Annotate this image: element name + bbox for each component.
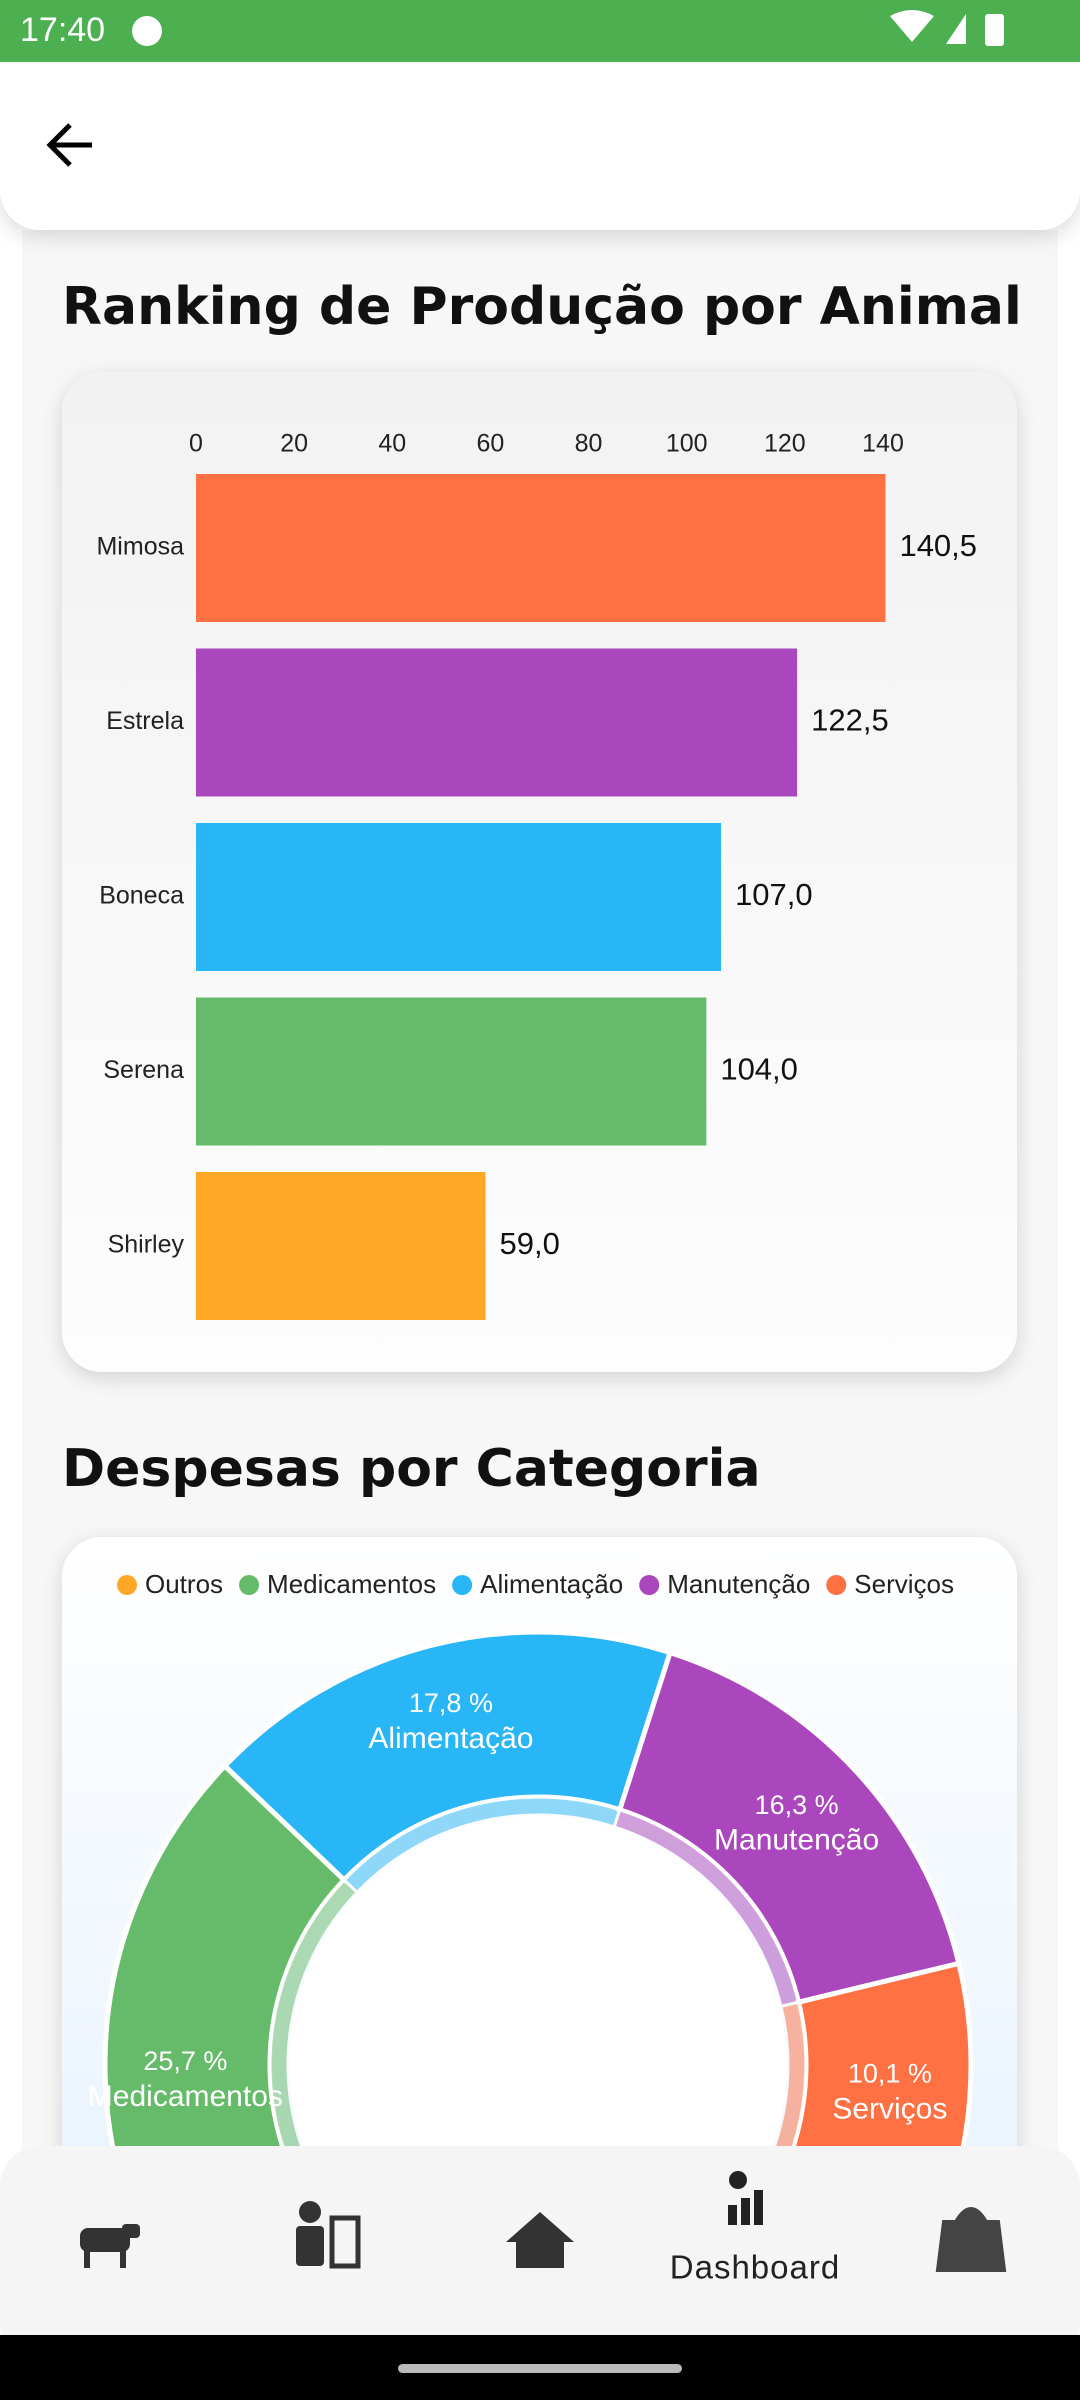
legend-label: Alimentação <box>480 1569 623 1599</box>
legend-marker <box>826 1575 847 1595</box>
slice-percent: 25,7 % <box>143 2046 227 2076</box>
donut-hole <box>289 1816 787 2146</box>
status-bar <box>0 0 1080 62</box>
slice-label: Manutenção <box>714 1824 879 1857</box>
bar <box>196 648 798 797</box>
category-label: Mimosa <box>96 533 184 561</box>
value-label: 59,0 <box>500 1226 560 1261</box>
legend-label: Manutenção <box>667 1569 810 1599</box>
wifi-icon <box>890 10 934 42</box>
legend-marker <box>239 1575 260 1595</box>
donut-slice-inner <box>772 2000 808 2146</box>
value-label: 140,5 <box>899 528 977 563</box>
bar <box>196 997 707 1146</box>
bar <box>196 823 722 971</box>
value-label: 107,0 <box>735 877 813 912</box>
x-tick-label: 140 <box>862 430 904 458</box>
legend-label: Medicamentos <box>267 1569 436 1599</box>
value-label: 104,0 <box>720 1052 798 1087</box>
signal-icon <box>946 14 966 44</box>
legend-marker <box>452 1575 473 1595</box>
category-label: Boneca <box>99 882 184 910</box>
bar <box>196 474 886 622</box>
status-time: 17:40 <box>20 11 105 49</box>
battery-icon <box>985 14 1004 46</box>
nav-farmer[interactable] <box>296 2201 361 2269</box>
slice-label: Medicamentos <box>88 2080 283 2113</box>
legend-label: Serviços <box>854 1569 954 1599</box>
x-tick-label: 20 <box>280 430 308 458</box>
value-label: 122,5 <box>811 703 889 738</box>
category-label: Shirley <box>108 1231 185 1259</box>
x-tick-label: 40 <box>378 430 406 458</box>
slice-percent: 16,3 % <box>755 1790 839 1820</box>
status-icon <box>132 16 162 46</box>
legend-label: Outros <box>145 1569 223 1599</box>
chart-title: Despesas por Categoria <box>62 1439 761 1499</box>
home-indicator <box>398 2364 682 2373</box>
app-bar-top <box>0 62 1080 122</box>
legend-marker <box>639 1575 660 1595</box>
chart-title: Ranking de Produção por Animal <box>62 277 1022 337</box>
slice-percent: 10,1 % <box>848 2059 932 2089</box>
slice-label: Serviços <box>832 2092 947 2125</box>
slice-label: Alimentação <box>368 1722 533 1755</box>
legend-marker <box>117 1575 137 1595</box>
x-tick-label: 100 <box>666 430 708 458</box>
nav-cow[interactable] <box>80 2224 140 2268</box>
back-button[interactable] <box>46 123 92 167</box>
nav-label[interactable]: Dashboard <box>670 2249 840 2286</box>
x-tick-label: 60 <box>477 430 505 458</box>
bar <box>196 1172 486 1320</box>
category-label: Serena <box>103 1056 184 1084</box>
x-tick-label: 80 <box>575 430 603 458</box>
nav-home[interactable] <box>506 2212 574 2268</box>
category-label: Estrela <box>106 707 184 735</box>
slice-percent: 17,8 % <box>409 1688 493 1718</box>
x-tick-label: 120 <box>764 430 806 458</box>
x-tick-label: 0 <box>189 430 203 458</box>
nav-dashboard[interactable] <box>728 2171 763 2225</box>
nav-shop[interactable] <box>935 2207 1007 2272</box>
